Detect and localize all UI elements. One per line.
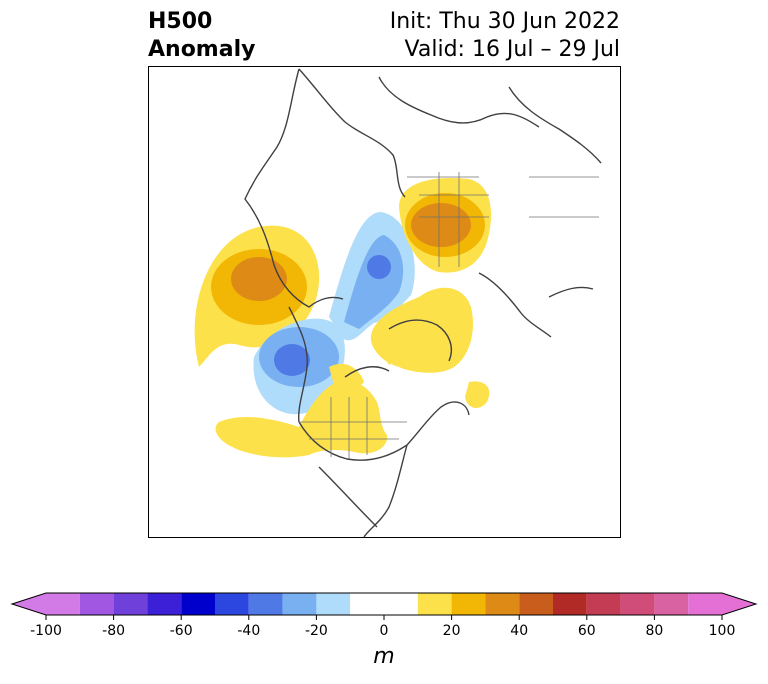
political-boundaries xyxy=(299,172,599,459)
colorbar-bin xyxy=(316,593,351,615)
colorbar-tick-label: 100 xyxy=(709,623,736,639)
colorbar-tick-label: -60 xyxy=(170,623,193,639)
colorbar-tick-label: -100 xyxy=(30,623,62,639)
positive-anomaly-europe xyxy=(399,177,492,273)
colorbar-unit: m xyxy=(373,644,395,669)
colorbar-bin xyxy=(248,593,283,615)
colorbar-tick-label: 20 xyxy=(443,623,461,639)
colorbar-bin xyxy=(620,593,655,615)
positive-anomaly-greenland xyxy=(370,287,490,409)
colorbar-bin xyxy=(553,593,587,615)
colorbar-bin xyxy=(350,593,418,615)
colorbar-extend-min xyxy=(12,593,46,615)
colorbar-ticks: -100 -80 -60 -40 -20 0 20 40 60 80 100 xyxy=(30,615,735,639)
title-left: H500 Anomaly xyxy=(148,8,255,64)
colorbar-bin xyxy=(417,593,452,615)
coastlines xyxy=(244,68,602,537)
colorbar-tick-label: 0 xyxy=(380,623,389,639)
colorbar-bin xyxy=(485,593,520,615)
colorbar-bin xyxy=(282,593,317,615)
colorbar-bin xyxy=(113,593,148,615)
colorbar-bin xyxy=(451,593,486,615)
colorbar-tick-label: 60 xyxy=(578,623,596,639)
colorbar-bin xyxy=(79,593,114,615)
init-date: Init: Thu 30 Jun 2022 xyxy=(389,9,620,34)
negative-anomaly-gulf-of-alaska xyxy=(253,318,345,415)
colorbar: -100 -80 -60 -40 -20 0 20 40 60 80 100 xyxy=(10,592,758,639)
colorbar-bin xyxy=(215,593,249,615)
colorbar-bin xyxy=(688,593,722,615)
positive-anomaly-alaska xyxy=(194,225,320,367)
colorbar-extend-max xyxy=(722,593,756,615)
negative-anomaly-arctic xyxy=(329,212,415,341)
colorbar-tick-label: -80 xyxy=(102,623,125,639)
title-field: Anomaly xyxy=(148,37,256,62)
valid-range: Valid: 16 Jul – 29 Jul xyxy=(404,37,620,62)
colorbar-bin xyxy=(519,593,553,615)
colorbar-bin xyxy=(147,593,182,615)
colorbar-tick-label: 80 xyxy=(645,623,663,639)
colorbar-bin xyxy=(654,593,689,615)
colorbar-tick-label: -40 xyxy=(237,623,260,639)
colorbar-tick-label: 40 xyxy=(510,623,528,639)
title-right: Init: Thu 30 Jun 2022 Valid: 16 Jul – 29… xyxy=(390,8,620,64)
map-svg xyxy=(194,68,602,537)
colorbar-bin xyxy=(46,593,80,615)
colorbar-bin xyxy=(181,593,215,615)
anomaly-map xyxy=(148,66,621,538)
colorbar-bin xyxy=(586,593,621,615)
colorbar-tick-label: -20 xyxy=(305,623,328,639)
colorbar-bins xyxy=(10,592,758,616)
title-variable: H500 xyxy=(148,9,213,34)
